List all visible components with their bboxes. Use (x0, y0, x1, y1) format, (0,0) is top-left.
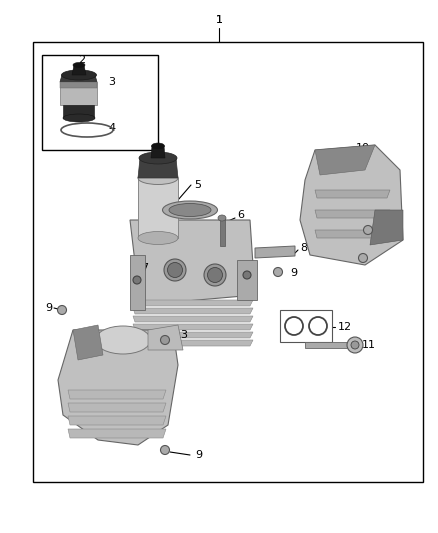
Polygon shape (133, 340, 253, 346)
Ellipse shape (57, 305, 67, 314)
Polygon shape (63, 105, 94, 118)
Ellipse shape (208, 268, 223, 282)
Polygon shape (148, 325, 183, 350)
Polygon shape (68, 403, 166, 412)
Polygon shape (60, 75, 97, 82)
Polygon shape (370, 210, 403, 245)
Polygon shape (300, 145, 403, 265)
Text: 5: 5 (194, 180, 201, 190)
Ellipse shape (243, 271, 251, 279)
Text: 7: 7 (141, 263, 148, 273)
Text: 13: 13 (175, 330, 189, 340)
Ellipse shape (63, 114, 95, 122)
Polygon shape (73, 325, 103, 360)
Polygon shape (151, 146, 165, 158)
Polygon shape (60, 82, 97, 88)
Polygon shape (60, 82, 97, 105)
Polygon shape (237, 260, 257, 300)
Polygon shape (72, 65, 86, 75)
Ellipse shape (364, 225, 372, 235)
Text: 9: 9 (45, 303, 52, 313)
Text: 9: 9 (290, 268, 297, 278)
Ellipse shape (160, 446, 170, 455)
Text: 4: 4 (108, 123, 115, 133)
Ellipse shape (273, 268, 283, 277)
Ellipse shape (138, 172, 178, 184)
Polygon shape (133, 300, 253, 306)
Polygon shape (130, 255, 145, 310)
Bar (280, 310, 332, 342)
Text: 9: 9 (378, 225, 385, 235)
Polygon shape (315, 145, 375, 175)
Ellipse shape (160, 335, 170, 344)
Polygon shape (68, 429, 166, 438)
Polygon shape (130, 220, 255, 305)
Ellipse shape (347, 337, 363, 353)
Ellipse shape (167, 262, 183, 278)
Ellipse shape (169, 204, 211, 216)
Polygon shape (133, 308, 253, 314)
Polygon shape (255, 246, 295, 258)
Ellipse shape (204, 264, 226, 286)
Polygon shape (68, 416, 166, 425)
Text: 3: 3 (108, 77, 115, 87)
Text: 10: 10 (356, 143, 370, 153)
Text: 11: 11 (362, 340, 376, 350)
Polygon shape (133, 324, 253, 330)
Polygon shape (315, 230, 390, 238)
Text: 9: 9 (195, 450, 202, 460)
Ellipse shape (61, 70, 96, 80)
Text: 8: 8 (300, 243, 307, 253)
Bar (33, 42, 423, 482)
Ellipse shape (218, 215, 226, 221)
Ellipse shape (73, 62, 85, 68)
Ellipse shape (164, 259, 186, 281)
Polygon shape (315, 190, 390, 198)
Ellipse shape (351, 341, 359, 349)
Polygon shape (58, 330, 178, 445)
Polygon shape (133, 332, 253, 338)
Text: 2: 2 (78, 55, 85, 65)
Ellipse shape (152, 143, 165, 149)
Polygon shape (138, 178, 178, 238)
Text: 1: 1 (215, 15, 223, 25)
Polygon shape (68, 390, 166, 399)
Bar (42, 55, 158, 150)
Text: 12: 12 (338, 322, 352, 332)
Text: 1: 1 (215, 15, 223, 25)
Text: 6: 6 (237, 210, 244, 220)
Ellipse shape (138, 231, 178, 245)
Ellipse shape (358, 254, 367, 262)
Polygon shape (133, 316, 253, 322)
Polygon shape (305, 342, 347, 348)
Ellipse shape (133, 276, 141, 284)
Ellipse shape (162, 201, 218, 219)
Polygon shape (315, 210, 390, 218)
Ellipse shape (95, 326, 151, 354)
Polygon shape (220, 218, 225, 246)
Ellipse shape (139, 152, 177, 164)
Polygon shape (138, 158, 178, 178)
